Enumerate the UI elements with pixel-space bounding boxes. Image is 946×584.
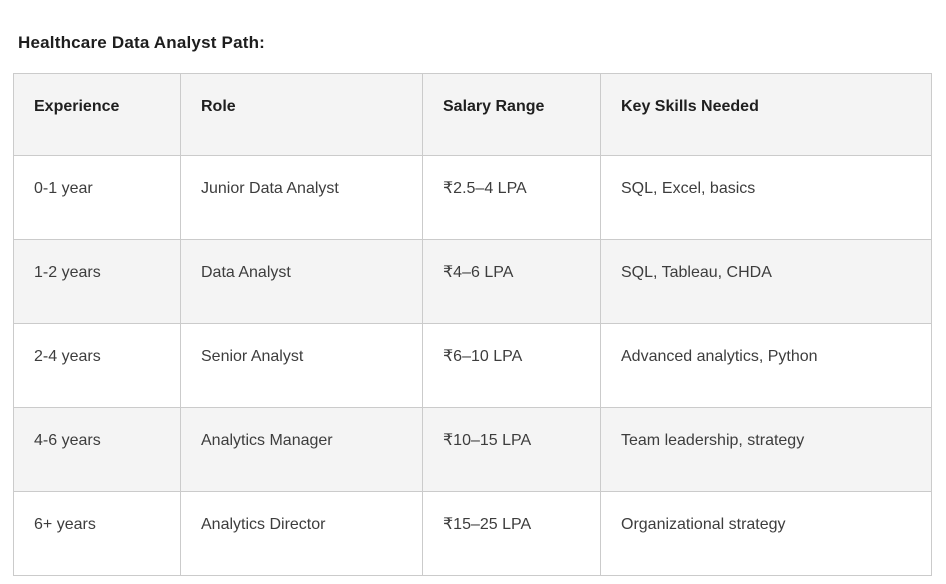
cell-experience: 1-2 years	[13, 239, 181, 324]
table-row: 4-6 years Analytics Manager ₹10–15 LPA T…	[13, 407, 932, 492]
cell-experience: 0-1 year	[13, 155, 181, 240]
column-header-experience: Experience	[13, 73, 181, 156]
table-row: 1-2 years Data Analyst ₹4–6 LPA SQL, Tab…	[13, 239, 932, 324]
table-row: 6+ years Analytics Director ₹15–25 LPA O…	[13, 491, 932, 576]
column-header-role: Role	[180, 73, 423, 156]
cell-role: Analytics Director	[180, 491, 423, 576]
column-header-salary-range: Salary Range	[422, 73, 601, 156]
cell-salary: ₹2.5–4 LPA	[422, 155, 601, 240]
page-title: Healthcare Data Analyst Path:	[18, 33, 266, 52]
cell-role: Data Analyst	[180, 239, 423, 324]
table-header-row: Experience Role Salary Range Key Skills …	[13, 73, 932, 156]
cell-salary: ₹10–15 LPA	[422, 407, 601, 492]
cell-experience: 2-4 years	[13, 323, 181, 408]
table-row: 0-1 year Junior Data Analyst ₹2.5–4 LPA …	[13, 155, 932, 240]
cell-skills: SQL, Tableau, CHDA	[600, 239, 932, 324]
cell-role: Analytics Manager	[180, 407, 423, 492]
cell-experience: 6+ years	[13, 491, 181, 576]
table-row: 2-4 years Senior Analyst ₹6–10 LPA Advan…	[13, 323, 932, 408]
cell-skills: Advanced analytics, Python	[600, 323, 932, 408]
career-path-table: Experience Role Salary Range Key Skills …	[13, 73, 932, 576]
cell-skills: Team leadership, strategy	[600, 407, 932, 492]
cell-skills: SQL, Excel, basics	[600, 155, 932, 240]
cell-salary: ₹6–10 LPA	[422, 323, 601, 408]
cell-skills: Organizational strategy	[600, 491, 932, 576]
cell-experience: 4-6 years	[13, 407, 181, 492]
cell-role: Junior Data Analyst	[180, 155, 423, 240]
cell-salary: ₹4–6 LPA	[422, 239, 601, 324]
cell-salary: ₹15–25 LPA	[422, 491, 601, 576]
cell-role: Senior Analyst	[180, 323, 423, 408]
column-header-key-skills: Key Skills Needed	[600, 73, 932, 156]
